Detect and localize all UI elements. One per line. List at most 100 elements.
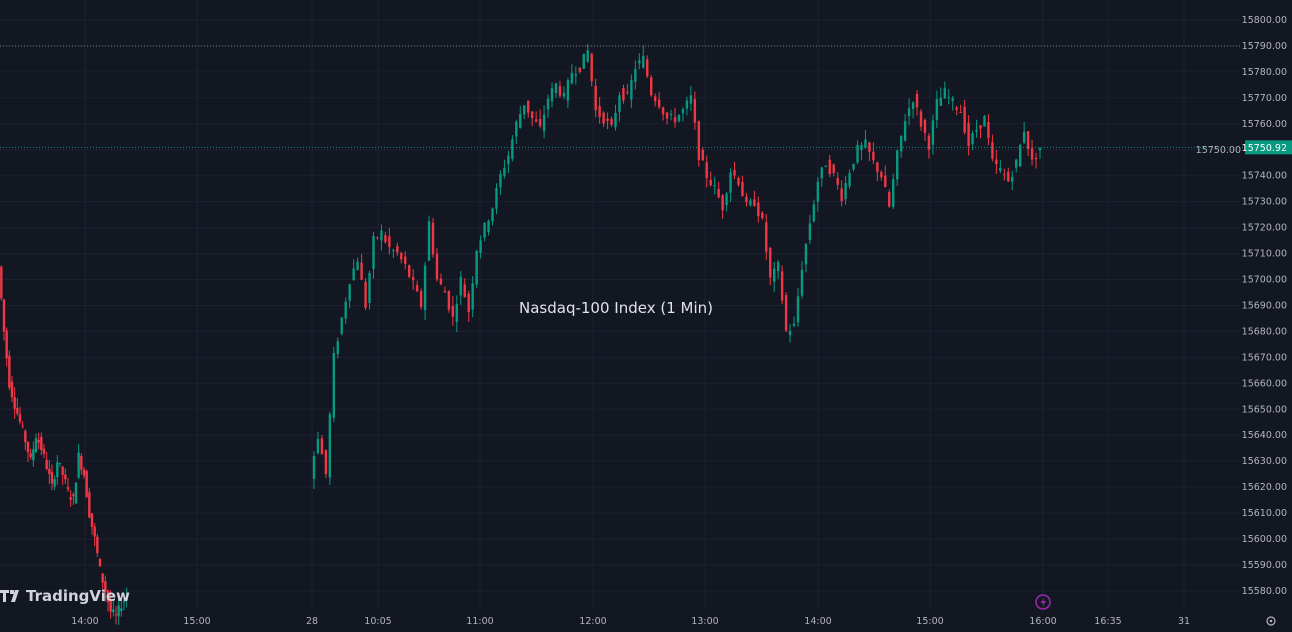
candle	[780, 265, 784, 305]
candle	[507, 150, 510, 174]
candle	[626, 83, 629, 95]
y-tick-label: 15760.00	[1242, 119, 1287, 130]
candle	[963, 99, 966, 135]
candle	[820, 166, 824, 188]
candle	[892, 173, 895, 210]
candle	[85, 469, 88, 498]
candle	[979, 125, 982, 139]
candle	[582, 53, 585, 70]
candle	[404, 251, 407, 270]
candle	[951, 95, 954, 111]
candle	[491, 207, 494, 226]
candle	[899, 135, 903, 158]
candle	[530, 111, 534, 127]
candle	[832, 163, 835, 177]
candle	[316, 431, 320, 455]
settings-icon[interactable]	[1266, 616, 1276, 626]
candle	[903, 113, 907, 142]
candle	[689, 85, 693, 112]
candle	[709, 171, 712, 187]
candle	[761, 211, 764, 220]
candle	[673, 107, 677, 128]
candle	[693, 91, 697, 130]
candle	[109, 590, 112, 619]
candle	[21, 421, 24, 429]
y-tick-label: 15770.00	[1242, 93, 1287, 104]
candle	[729, 168, 732, 202]
x-tick-label: 11:00	[466, 616, 493, 627]
candle	[13, 387, 16, 419]
y-tick-label: 15700.00	[1242, 275, 1287, 286]
candle	[93, 523, 96, 547]
candle	[947, 89, 950, 105]
candle	[935, 90, 939, 129]
last-price-label: 15750.92	[1242, 143, 1287, 154]
y-tick-label: 15690.00	[1242, 300, 1287, 311]
candle	[8, 350, 11, 391]
candle	[396, 242, 399, 256]
candle	[475, 249, 478, 288]
candle	[534, 111, 538, 123]
candle	[796, 288, 800, 327]
y-tick-label: 15620.00	[1242, 482, 1287, 493]
candle	[800, 261, 804, 299]
x-tick-label: 10:05	[364, 616, 391, 627]
candle	[72, 492, 75, 505]
candle	[1003, 168, 1006, 181]
candle	[550, 82, 554, 108]
candle	[721, 193, 724, 219]
candle	[380, 224, 383, 251]
price-axis[interactable]: 15800.00 15790.00 15780.00 15770.00 15760.00…	[1196, 15, 1292, 597]
candle	[713, 176, 716, 195]
candle	[487, 219, 490, 236]
candle	[1034, 152, 1038, 169]
x-tick-label: 15:00	[916, 616, 943, 627]
candle	[16, 398, 19, 416]
candle	[836, 172, 839, 190]
candle	[546, 94, 550, 118]
candle	[523, 105, 526, 120]
candle	[1022, 121, 1026, 145]
y-tick-label: 15590.00	[1242, 560, 1287, 571]
candle	[725, 191, 728, 212]
x-tick-label: 16:35	[1094, 616, 1121, 627]
candle	[74, 481, 78, 504]
candle	[884, 165, 887, 188]
candle	[61, 465, 64, 486]
time-axis[interactable]: 14:00 15:00 28 10:05 11:00 12:00 13:00 14:00 15:…	[71, 616, 1190, 627]
candle	[653, 93, 657, 107]
candle	[40, 432, 43, 456]
y-tick-label: 15790.00	[1242, 41, 1287, 52]
candle	[955, 105, 958, 116]
lightning-icon[interactable]	[1035, 594, 1051, 610]
candle	[733, 162, 736, 180]
candle	[479, 235, 482, 259]
candle	[384, 231, 387, 244]
candle	[101, 573, 104, 589]
y-tick-label: 15660.00	[1242, 378, 1287, 389]
candle	[995, 149, 998, 175]
candle	[503, 159, 506, 179]
candle	[610, 116, 613, 127]
candle	[685, 96, 689, 116]
last-price-badge	[1245, 140, 1292, 155]
y-tick-label: 15670.00	[1242, 352, 1287, 363]
candle	[408, 264, 411, 279]
logo-text: TradingView	[26, 587, 130, 605]
candle	[96, 533, 99, 557]
candle	[26, 441, 30, 462]
candle	[919, 108, 923, 132]
candle	[515, 119, 518, 145]
candle	[967, 115, 970, 156]
candle	[527, 100, 530, 118]
x-tick-label: 31	[1178, 616, 1190, 627]
candle	[598, 96, 601, 124]
candle	[630, 74, 633, 108]
candle	[69, 489, 72, 508]
candle	[10, 375, 14, 403]
candle	[1018, 143, 1022, 167]
candle	[927, 133, 931, 159]
candle	[999, 160, 1002, 174]
candle	[112, 600, 115, 617]
